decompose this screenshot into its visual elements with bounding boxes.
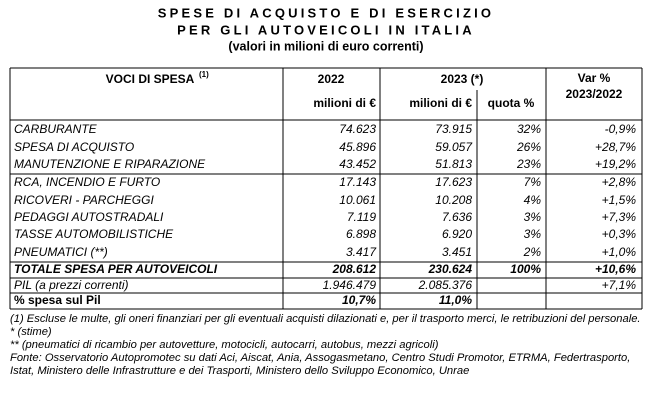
row-label: SPESA DI ACQUISTO [14, 140, 134, 154]
cell: 208.612 [332, 262, 377, 276]
row-label: TASSE AUTOMOBILISTICHE [14, 227, 174, 241]
title-line: PER GLI AUTOVEICOLI IN ITALIA [177, 22, 475, 37]
subheader-cell: milioni di € [409, 96, 472, 110]
row-label: PEDAGGI AUTOSTRADALI [14, 210, 164, 224]
cell: +28,7% [595, 140, 636, 154]
subtitle: (valori in milioni di euro correnti) [228, 39, 423, 53]
title-line: SPESE DI ACQUISTO E DI ESERCIZIO [158, 5, 494, 20]
header-note: (1) [199, 70, 209, 79]
cell: 4% [524, 193, 542, 207]
cell: 45.896 [339, 140, 376, 154]
cell: +7,1% [602, 278, 637, 292]
cell: 73.915 [435, 122, 472, 136]
cell: 2% [523, 245, 542, 259]
cell: 43.452 [339, 157, 376, 171]
note: Fonte: Osservatorio Autopromotec su dati… [10, 352, 631, 377]
header-cell: Var % [578, 71, 611, 85]
cell: 26% [516, 140, 541, 154]
cell: 3% [524, 210, 542, 224]
cell: 100% [510, 262, 541, 276]
table-lines [9, 67, 643, 310]
cell: 10,7% [342, 293, 376, 307]
subheader-cell: milioni di € [313, 96, 376, 110]
cell: +2,8% [602, 175, 637, 189]
cell: +7,3% [602, 210, 637, 224]
cell: +10,6% [595, 262, 636, 276]
cell: 6.920 [442, 227, 472, 241]
header-cell: VOCI DI SPESA [106, 72, 195, 86]
note: * (stime) [10, 326, 52, 338]
notes: (1) Escluse le multe, gli oneri finanzia… [10, 313, 644, 378]
header-cell: 2023/2022 [566, 87, 623, 101]
cell: +1,5% [602, 193, 637, 207]
cell: +19,2% [595, 157, 636, 171]
cell: 10.208 [435, 193, 472, 207]
header-cell: 2023 (*) [441, 72, 484, 86]
row-label: CARBURANTE [14, 122, 98, 136]
cell: 23% [516, 157, 541, 171]
cell: 7.636 [442, 210, 472, 224]
cell: 2.085.376 [418, 278, 473, 292]
cell: 59.057 [435, 140, 473, 154]
cell: 230.624 [428, 262, 473, 276]
note: (1) Escluse le multe, gli oneri finanzia… [10, 313, 641, 325]
row-label: MANUTENZIONE E RIPARAZIONE [14, 157, 206, 171]
row-label: % spesa sul Pil [14, 293, 101, 307]
row-label: TOTALE SPESA PER AUTOVEICOLI [14, 262, 218, 276]
cell: 17.143 [339, 175, 376, 189]
cell: 3.451 [442, 245, 472, 259]
row-label: PIL (a prezzi correnti) [14, 278, 129, 292]
cell: +0,3% [602, 227, 637, 241]
table: SPESE DI ACQUISTO E DI ESERCIZIO PER GLI… [9, 5, 643, 310]
row-label: RICOVERI - PARCHEGGI [14, 193, 154, 207]
cell: 74.623 [339, 122, 376, 136]
note: ** (pneumatici di ricambio per autovettu… [10, 339, 439, 351]
header-cell: 2022 [318, 72, 345, 86]
row-label: RCA, INCENDIO E FURTO [14, 175, 160, 189]
cell: 3.417 [346, 245, 377, 259]
cell: 1.946.479 [323, 278, 377, 292]
subheader-cell: quota % [488, 96, 535, 110]
cell: 11,0% [439, 293, 472, 307]
row-label: PNEUMATICI (**) [14, 245, 108, 259]
cell: 6.898 [346, 227, 376, 241]
cell: 7.119 [347, 210, 376, 224]
cell: +1,0% [602, 245, 637, 259]
cell: 17.623 [435, 175, 472, 189]
cell: -0,9% [605, 122, 637, 136]
cell: 3% [524, 227, 542, 241]
cell: 10.061 [339, 193, 376, 207]
cell: 32% [517, 122, 541, 136]
cell: 51.813 [435, 157, 472, 171]
cell: 7% [524, 175, 542, 189]
